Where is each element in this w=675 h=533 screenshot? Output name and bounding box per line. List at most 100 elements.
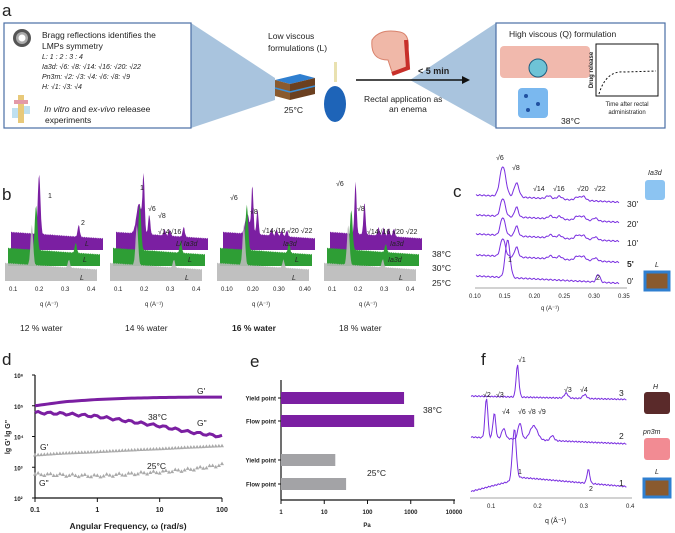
- data-point-3: [176, 467, 181, 472]
- data-point-3: [204, 465, 209, 470]
- saxs-curve-2: [470, 398, 627, 445]
- data-point-2: [185, 445, 190, 449]
- data-point-3: [213, 464, 218, 469]
- time-label: 10': [627, 238, 638, 248]
- series-label: G': [40, 442, 49, 452]
- water-content-label: 14 % water: [125, 323, 168, 333]
- data-point-2: [207, 444, 212, 448]
- data-point-2: [195, 444, 200, 449]
- panel-a-label: a: [2, 1, 12, 20]
- data-point-3: [110, 474, 115, 478]
- pn3m-ratio: Pn3m: √2: √3: √4: √6: √8: √9: [42, 73, 130, 81]
- peak-index-label: 2: [589, 486, 593, 493]
- time-label: < 5 min: [418, 66, 449, 76]
- x-tick-label: 0.1: [114, 287, 123, 293]
- saxs-curve-2: [475, 217, 620, 243]
- enema-bulb-icon: [324, 62, 346, 122]
- data-point-2: [204, 444, 209, 448]
- data-point-3: [45, 471, 50, 476]
- peak-index-label: √6: [496, 154, 504, 162]
- data-point-3: [54, 473, 59, 478]
- data-point-3: [48, 471, 53, 476]
- data-point-2: [120, 448, 125, 452]
- arrow-head-icon: [462, 76, 470, 84]
- peak-index-label: √6: [518, 408, 526, 416]
- data-point-2: [220, 443, 224, 448]
- data-point-2: [39, 452, 44, 457]
- bragg-text-2: LMPs symmetry: [42, 41, 104, 51]
- y-tick-label: 10⁵: [14, 405, 24, 411]
- data-point-2: [76, 450, 81, 454]
- pn3m-structure-icon: [644, 438, 670, 460]
- lamellar-structure-icon: [643, 270, 671, 292]
- data-point-2: [123, 448, 128, 452]
- category-label: Yield point: [246, 459, 276, 465]
- data-point-3: [163, 468, 168, 473]
- data-point-2: [138, 447, 143, 452]
- lamellar-structure-icon: [642, 477, 672, 499]
- zoom-wedge-right: [410, 23, 496, 128]
- category-label: Flow point: [246, 420, 276, 426]
- x-tick-label: 0.1: [30, 507, 40, 514]
- panel-f-label: f: [481, 350, 486, 369]
- time-label: 0': [627, 276, 634, 286]
- data-point-3: [179, 469, 184, 473]
- data-point-2: [73, 450, 78, 455]
- peak-index-label: √8: [528, 408, 536, 416]
- release-graph-ylabel: Drug release: [589, 51, 595, 88]
- peak-index-label: √4: [502, 408, 510, 416]
- saxs-curve-3: [475, 238, 620, 264]
- saxs-curve-1: [470, 429, 627, 493]
- spectrum-purple-38c: [11, 174, 103, 250]
- x-tick-label: 0.30: [588, 294, 600, 300]
- peak-index-label: √14√16 √20 √22: [367, 228, 418, 236]
- data-point-3: [36, 470, 41, 475]
- data-point-2: [61, 451, 66, 455]
- peak-index-label: √3: [564, 386, 572, 394]
- x-tick-label: 0.1: [9, 287, 18, 293]
- data-point-3: [51, 473, 56, 478]
- series-label: G": [39, 478, 49, 488]
- x-tick-label: 0.3: [61, 287, 70, 293]
- high-temp-label: 38°C: [561, 116, 580, 126]
- temperature-annotation: 25°C: [147, 461, 166, 471]
- data-point-2: [145, 447, 150, 451]
- data-point-3: [92, 472, 97, 477]
- panel-c-plot: 0.10 0.15 0.20 0.25 0.30 0.35q (A⁻¹)30'20'10'…: [469, 154, 671, 312]
- data-point-3: [216, 463, 221, 468]
- data-point-2: [210, 444, 215, 448]
- panel-b-spectra: 0.1 0.2 0.3 0.4 q (A⁻¹) 12 % water 1 2 L L L 0.1 0.2…: [5, 173, 422, 333]
- phase-label: L: [80, 275, 84, 282]
- data-point-3: [160, 469, 165, 473]
- data-point-2: [95, 449, 100, 454]
- x-tick-label: 0.2: [35, 287, 44, 293]
- spectrum-grey-25c: [110, 224, 202, 281]
- data-point-2: [170, 446, 175, 450]
- peak-index-label: √6: [336, 180, 344, 188]
- data-point-3: [67, 473, 72, 477]
- colon-tissue-icon: [500, 46, 590, 78]
- phase-label: L/ Ia3d: [176, 241, 199, 248]
- x-tick-label: 0.4: [626, 504, 635, 510]
- data-point-2: [135, 447, 140, 452]
- release-graph: [595, 43, 659, 97]
- peak-index-label: √9: [538, 408, 546, 416]
- panel-d-chart: 10² 10³ 10⁴ 10⁵ 10⁶ 0.1 1 10 100 Angular Frequenc…: [5, 374, 228, 531]
- category-label: Yield point: [246, 397, 276, 403]
- experiments-text-2: experiments: [45, 115, 91, 125]
- saxs-curve-1: [475, 198, 620, 224]
- data-point-2: [70, 450, 75, 455]
- data-point-3: [182, 467, 187, 472]
- data-point-2: [154, 446, 159, 451]
- saxs-curve-3: [470, 364, 627, 401]
- data-point-2: [82, 450, 87, 454]
- phase-label: pn3m: [642, 429, 661, 436]
- peak-index-label: √20: [577, 185, 589, 193]
- data-point-2: [167, 446, 172, 450]
- data-point-3: [142, 470, 147, 475]
- x-tick-label: 0.3: [380, 287, 389, 293]
- experiments-text-1: In vitro and ex-vivo releasee: [44, 104, 151, 114]
- x-tick-label: 0.2: [533, 504, 542, 510]
